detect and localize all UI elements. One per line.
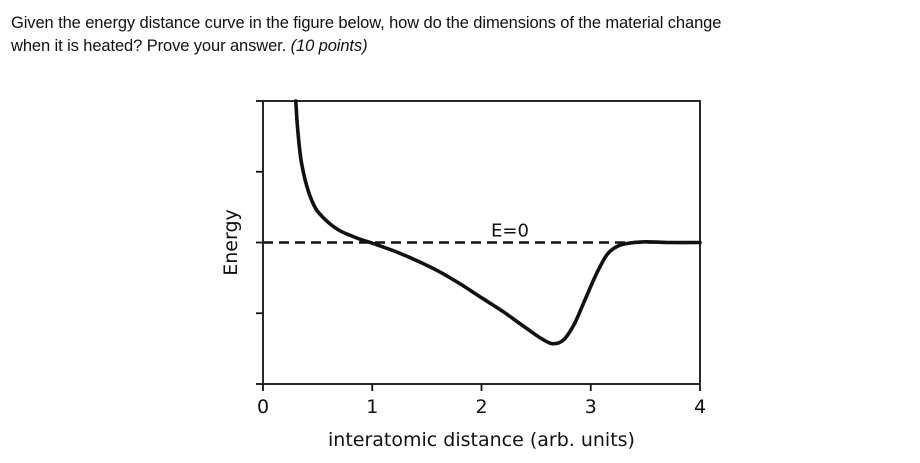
- reference-line-label: E=0: [491, 221, 529, 242]
- x-ticks: [262, 384, 701, 391]
- y-axis-label: Energy: [220, 209, 242, 276]
- question-text: Given the energy distance curve in the f…: [11, 12, 916, 58]
- series-group: [294, 99, 702, 346]
- x-tick-label-3: 3: [585, 396, 597, 418]
- x-tick-label-4: 4: [694, 396, 706, 418]
- question-line-2: when it is heated? Prove your answer. (1…: [11, 35, 916, 58]
- question-line-1: Given the energy distance curve in the f…: [11, 14, 722, 32]
- x-tick-label-2: 2: [475, 396, 487, 418]
- question-points: (10 points): [290, 37, 368, 55]
- energy-curve: [294, 99, 702, 346]
- y-ticks: [256, 100, 263, 385]
- x-tick-label-0: 0: [257, 396, 269, 418]
- x-tick-label-1: 1: [366, 396, 378, 418]
- question-line-2-text: when it is heated? Prove your answer.: [11, 37, 287, 55]
- x-tick-labels: 0 1 2 3 4: [257, 396, 706, 418]
- x-axis-label: interatomic distance (arb. units): [328, 429, 635, 451]
